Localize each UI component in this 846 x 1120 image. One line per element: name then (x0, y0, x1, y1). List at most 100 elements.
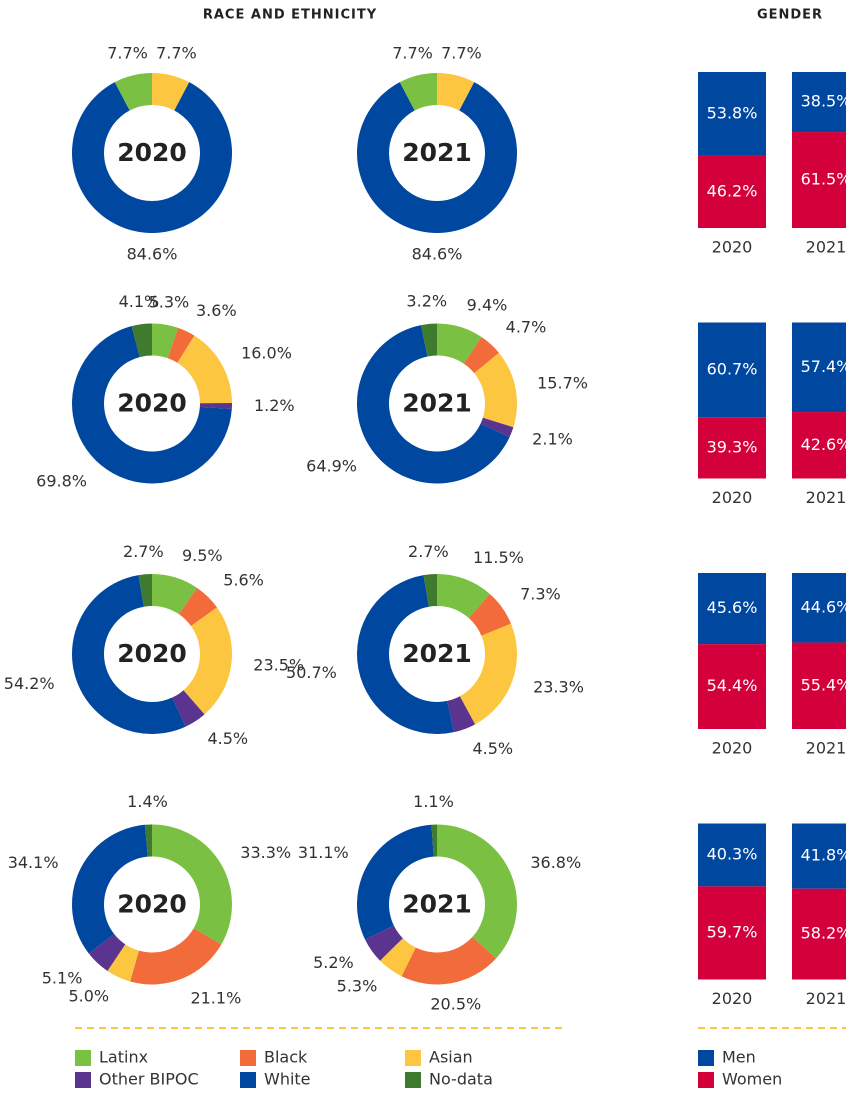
legend-swatch (240, 1050, 256, 1066)
bar-segment (792, 322, 846, 413)
slice-label: 20.5% (430, 994, 481, 1013)
slice-label: 7.3% (520, 584, 561, 603)
donut-center-label: 2020 (117, 389, 187, 418)
legend-label: Black (264, 1048, 308, 1067)
slice-label: 5.1% (42, 969, 83, 988)
bar-segment (792, 412, 846, 479)
bar-segment (698, 155, 766, 228)
donut-slice (88, 933, 126, 971)
donut-slice (423, 574, 437, 607)
bar-segment (792, 642, 846, 729)
slice-label: 21.1% (190, 988, 241, 1007)
slice-label: 4.5% (207, 729, 248, 748)
legend-label: Men (722, 1048, 756, 1067)
slice-label: 3.6% (196, 301, 237, 320)
bar-label: 55.4% (801, 675, 846, 694)
slice-label: 4.5% (472, 739, 513, 758)
donut-slice (437, 824, 517, 959)
donut-slice (437, 574, 490, 618)
slice-label: 1.2% (254, 396, 295, 415)
donut-slice (357, 575, 454, 734)
bar-label: 59.7% (707, 922, 758, 941)
donut-slice (107, 944, 139, 982)
donut-slice (399, 73, 437, 111)
slice-label: 84.6% (412, 245, 463, 264)
bar-segment (792, 573, 846, 643)
legend-swatch (405, 1050, 421, 1066)
slice-label: 5.3% (337, 977, 378, 996)
donut-slice (463, 337, 499, 374)
legend-swatch (75, 1050, 91, 1066)
legend-swatch (240, 1072, 256, 1088)
slice-label: 7.7% (392, 43, 433, 62)
donut-slice (131, 323, 152, 358)
legend-label: White (264, 1070, 311, 1089)
donut-center-label: 2021 (402, 389, 472, 418)
donut-center-label: 2021 (402, 890, 472, 919)
donut-slice (72, 82, 233, 234)
slice-label: 5.3% (149, 292, 190, 311)
bar-label: 46.2% (707, 181, 758, 200)
x-tick-label: 2021 (806, 989, 846, 1008)
donut-slice (130, 928, 222, 985)
slice-label: 54.2% (4, 674, 55, 693)
bar-segment (698, 72, 766, 156)
slice-label: 2.7% (408, 542, 449, 561)
bar-label: 40.3% (707, 844, 758, 863)
donut-slice (199, 402, 232, 410)
donut-center-label: 2020 (117, 138, 187, 167)
bar-label: 57.4% (801, 357, 846, 376)
slice-label: 84.6% (127, 245, 178, 264)
bar-segment (792, 72, 846, 133)
donut-slice (468, 593, 512, 636)
slice-label: 9.5% (182, 546, 223, 565)
slice-label: 5.6% (223, 570, 264, 589)
donut-slice (357, 325, 510, 484)
slice-label: 5.2% (313, 953, 354, 972)
slice-label: 1.4% (127, 792, 168, 811)
bar-label: 39.3% (707, 437, 758, 456)
donut-slice (421, 323, 437, 357)
legend-label: No-data (429, 1070, 493, 1089)
slice-label: 1.1% (413, 792, 454, 811)
donut-slice (152, 323, 179, 359)
bar-segment (698, 644, 766, 729)
legend-label: Other BIPOC (99, 1070, 199, 1089)
slice-label: 69.8% (36, 472, 87, 491)
donut-slice (167, 327, 195, 363)
donut-slice (357, 824, 434, 940)
donut-center-label: 2020 (117, 890, 187, 919)
donut-slice (72, 326, 232, 484)
slice-label: 31.1% (298, 843, 349, 862)
slice-label: 7.7% (107, 43, 148, 62)
slice-label: 11.5% (473, 548, 524, 567)
bar-label: 58.2% (801, 924, 846, 943)
donut-slice (447, 696, 476, 733)
donut-slice (152, 824, 232, 945)
donut-slice (183, 607, 232, 715)
slice-label: 4.1% (119, 292, 160, 311)
donut-slice (71, 575, 186, 734)
bar-segment (698, 886, 766, 980)
legend-label: Women (722, 1070, 782, 1089)
donut-slice (138, 574, 152, 607)
donut-center-label: 2021 (402, 138, 472, 167)
donut-slice (177, 335, 232, 404)
donut-slice (152, 574, 197, 615)
x-tick-label: 2020 (712, 488, 753, 507)
slice-label: 4.7% (506, 318, 547, 337)
bar-segment (698, 322, 766, 418)
slice-label: 50.7% (286, 663, 337, 682)
donut-slice (437, 73, 475, 111)
slice-label: 7.7% (156, 43, 197, 62)
donut-center-label: 2020 (117, 639, 187, 668)
donut-slice (480, 417, 514, 438)
bar-label: 45.6% (707, 598, 758, 617)
slice-label: 3.2% (406, 292, 447, 311)
donut-slice (437, 323, 482, 364)
donut-slice (365, 925, 403, 961)
bar-label: 60.7% (707, 359, 758, 378)
donut-slice (357, 82, 517, 234)
x-tick-label: 2021 (806, 739, 846, 758)
